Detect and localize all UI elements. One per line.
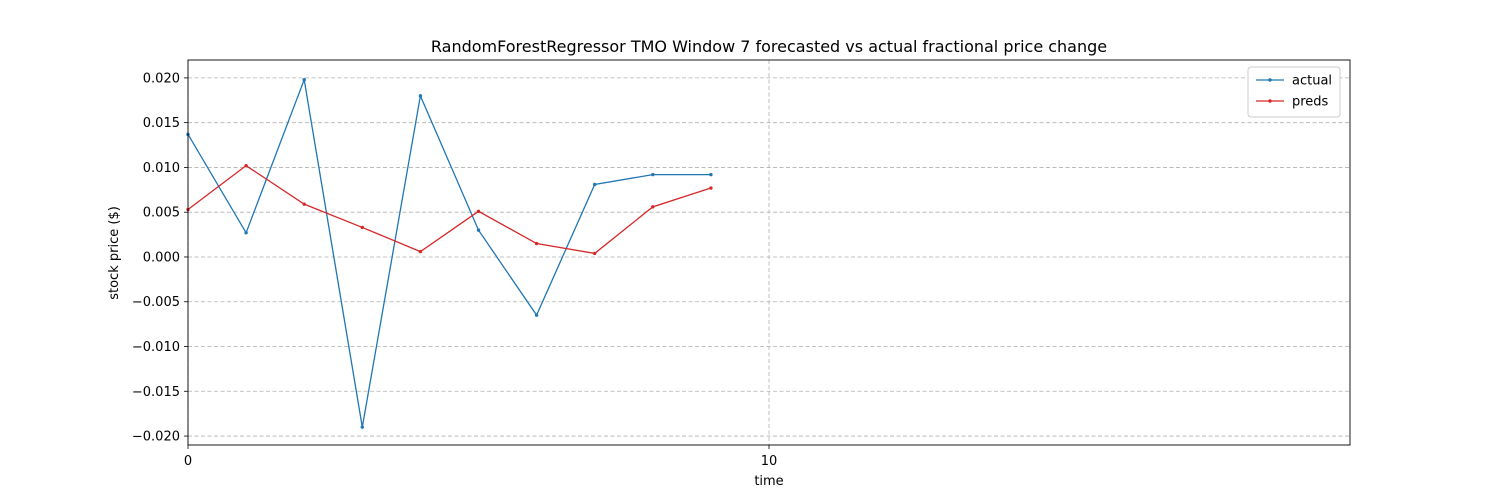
y-tick-label-2: −0.010	[132, 340, 180, 355]
x-tick-label-0: 0	[184, 454, 192, 469]
y-tick-label-8: 0.020	[143, 71, 180, 86]
y-tick-label-1: −0.015	[132, 385, 180, 400]
data-point-actual-6	[534, 313, 539, 317]
series-line-preds	[187, 164, 712, 255]
legend-marker-actual	[1268, 78, 1272, 82]
data-point-preds-9	[709, 186, 713, 190]
plot-area: −0.020 −0.015 −0.010 −0.005 0.000 0.005 0.010 0…	[132, 59, 1351, 469]
data-point-preds-5	[476, 209, 481, 214]
data-point-actual-9	[709, 172, 713, 177]
y-tick-label-5: 0.005	[143, 206, 180, 221]
y-tick-label-3: −0.005	[132, 295, 180, 310]
data-point-actual-5	[476, 228, 481, 232]
data-point-actual-8	[651, 172, 655, 177]
data-point-preds-6	[534, 241, 539, 246]
data-point-actual-1	[244, 231, 248, 235]
legend-marker-preds	[1268, 99, 1272, 103]
x-tick-label-1: 10	[761, 454, 778, 469]
data-point-preds-1	[244, 163, 248, 168]
y-tick-label-4: 0.000	[143, 250, 180, 265]
y-tick-label-7: 0.015	[143, 116, 180, 131]
data-point-preds-4	[418, 249, 423, 254]
data-point-preds-2	[302, 202, 306, 206]
data-point-preds-3	[360, 225, 364, 230]
data-point-actual-3	[360, 425, 364, 429]
axes-frame	[187, 59, 1351, 446]
data-point-preds-7	[593, 251, 597, 256]
y-axis-label: stock price ($)	[107, 206, 122, 300]
legend-label-actual: actual	[1292, 74, 1332, 89]
x-axis-label: time	[754, 474, 783, 489]
data-point-actual-2	[302, 77, 306, 82]
y-tick-label-0: −0.020	[132, 430, 180, 445]
series-line-actual	[187, 77, 711, 428]
data-point-actual-4	[418, 94, 423, 98]
data-point-actual-7	[593, 182, 597, 187]
chart-title: RandomForestRegressor TMO Window 7 forec…	[431, 37, 1107, 56]
legend-label-preds: preds	[1292, 95, 1329, 110]
y-tick-label-6: 0.010	[143, 161, 180, 176]
data-point-preds-8	[651, 205, 655, 209]
